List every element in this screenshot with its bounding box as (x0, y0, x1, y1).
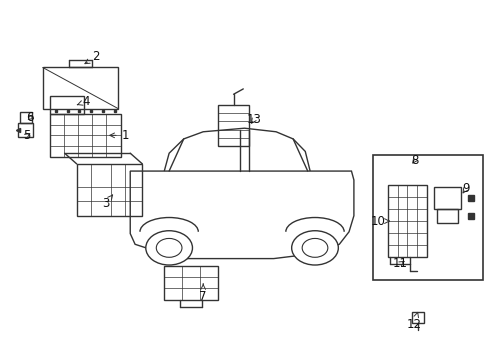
Bar (411, 312, 424, 323)
Text: 7: 7 (199, 284, 206, 303)
Bar (20, 112, 32, 123)
Text: 5: 5 (23, 129, 31, 142)
Bar (42, 67, 118, 109)
Bar (19, 123, 33, 137)
Bar (217, 105, 249, 146)
Bar (77, 164, 142, 216)
Text: 3: 3 (102, 195, 112, 210)
Text: 13: 13 (246, 113, 261, 126)
Text: 6: 6 (26, 111, 33, 124)
Bar (50, 96, 84, 114)
Text: 9: 9 (461, 183, 468, 195)
Text: 11: 11 (392, 257, 407, 270)
Text: 2: 2 (85, 50, 100, 64)
Text: 10: 10 (370, 215, 388, 228)
Text: 12: 12 (406, 312, 420, 331)
Text: 1: 1 (110, 129, 129, 142)
Text: 4: 4 (77, 95, 90, 108)
Bar (164, 266, 217, 300)
Bar (433, 187, 460, 208)
Text: 8: 8 (410, 154, 418, 167)
Circle shape (302, 238, 327, 257)
Circle shape (145, 231, 192, 265)
Bar (50, 114, 120, 157)
Bar (436, 208, 458, 223)
Circle shape (291, 231, 338, 265)
Bar (387, 185, 426, 257)
Bar (372, 155, 482, 280)
Circle shape (156, 238, 182, 257)
